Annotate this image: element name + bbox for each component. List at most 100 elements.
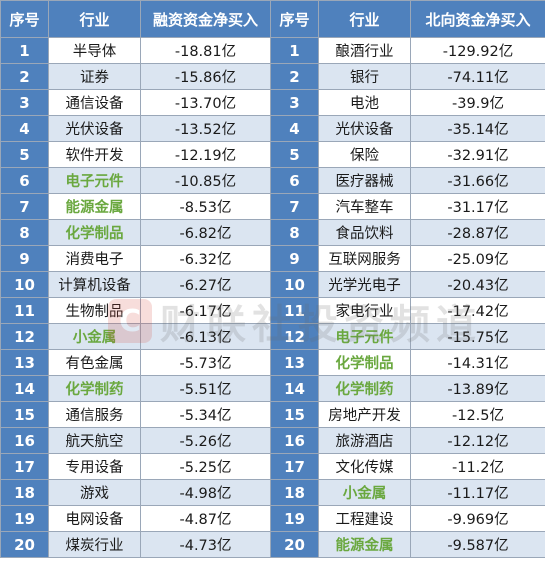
- industry-right: 能源金属: [318, 531, 411, 558]
- margin-net-buy-value: -18.81亿: [140, 37, 271, 64]
- row-index-left: 4: [0, 115, 49, 142]
- header-index-right: 序号: [270, 0, 319, 38]
- industry-right: 电池: [318, 89, 411, 116]
- margin-net-buy-value: -4.98亿: [140, 479, 271, 506]
- row-index-left: 11: [0, 297, 49, 324]
- industry-right: 旅游酒店: [318, 427, 411, 454]
- industry-left: 化学制药: [48, 375, 141, 402]
- row-index-left: 2: [0, 63, 49, 90]
- industry-left: 化学制品: [48, 219, 141, 246]
- table-row: 11 生物制品 -6.17亿 11 家电行业 -17.42亿: [0, 297, 545, 324]
- industry-left: 生物制品: [48, 297, 141, 324]
- industry-left: 计算机设备: [48, 271, 141, 298]
- table-row: 1 半导体 -18.81亿 1 酿酒行业 -129.92亿: [0, 37, 545, 64]
- industry-left: 航天航空: [48, 427, 141, 454]
- margin-net-buy-value: -6.82亿: [140, 219, 271, 246]
- row-index-right: 3: [270, 89, 319, 116]
- margin-net-buy-value: -6.32亿: [140, 245, 271, 272]
- margin-net-buy-value: -6.27亿: [140, 271, 271, 298]
- row-index-left: 10: [0, 271, 49, 298]
- row-index-left: 1: [0, 37, 49, 64]
- industry-right: 保险: [318, 141, 411, 168]
- table-row: 15 通信服务 -5.34亿 15 房地产开发 -12.5亿: [0, 401, 545, 428]
- industry-right: 小金属: [318, 479, 411, 506]
- table-row: 6 电子元件 -10.85亿 6 医疗器械 -31.66亿: [0, 167, 545, 194]
- row-index-left: 12: [0, 323, 49, 350]
- margin-net-buy-value: -5.73亿: [140, 349, 271, 376]
- table-row: 4 光伏设备 -13.52亿 4 光伏设备 -35.14亿: [0, 115, 545, 142]
- row-index-left: 5: [0, 141, 49, 168]
- northbound-net-buy-value: -17.42亿: [410, 297, 545, 324]
- row-index-right: 4: [270, 115, 319, 142]
- industry-left: 消费电子: [48, 245, 141, 272]
- industry-left: 半导体: [48, 37, 141, 64]
- northbound-net-buy-value: -31.66亿: [410, 167, 545, 194]
- industry-right: 食品饮料: [318, 219, 411, 246]
- row-index-right: 17: [270, 453, 319, 480]
- header-northbound-net-buy: 北向资金净买入: [410, 0, 545, 38]
- northbound-net-buy-value: -20.43亿: [410, 271, 545, 298]
- industry-right: 化学制药: [318, 375, 411, 402]
- row-index-left: 3: [0, 89, 49, 116]
- margin-net-buy-value: -8.53亿: [140, 193, 271, 220]
- industry-right: 汽车整车: [318, 193, 411, 220]
- industry-left: 有色金属: [48, 349, 141, 376]
- northbound-net-buy-value: -11.17亿: [410, 479, 545, 506]
- northbound-net-buy-value: -11.2亿: [410, 453, 545, 480]
- northbound-net-buy-value: -31.17亿: [410, 193, 545, 220]
- margin-net-buy-value: -10.85亿: [140, 167, 271, 194]
- northbound-net-buy-value: -9.587亿: [410, 531, 545, 558]
- table-row: 18 游戏 -4.98亿 18 小金属 -11.17亿: [0, 479, 545, 506]
- row-index-right: 12: [270, 323, 319, 350]
- margin-net-buy-value: -5.26亿: [140, 427, 271, 454]
- row-index-left: 9: [0, 245, 49, 272]
- industry-left: 煤炭行业: [48, 531, 141, 558]
- row-index-right: 5: [270, 141, 319, 168]
- table-row: 5 软件开发 -12.19亿 5 保险 -32.91亿: [0, 141, 545, 168]
- row-index-left: 17: [0, 453, 49, 480]
- industry-right: 银行: [318, 63, 411, 90]
- industry-left: 光伏设备: [48, 115, 141, 142]
- row-index-left: 15: [0, 401, 49, 428]
- row-index-right: 7: [270, 193, 319, 220]
- industry-right: 电子元件: [318, 323, 411, 350]
- row-index-right: 8: [270, 219, 319, 246]
- table-row: 7 能源金属 -8.53亿 7 汽车整车 -31.17亿: [0, 193, 545, 220]
- row-index-right: 15: [270, 401, 319, 428]
- northbound-net-buy-value: -74.11亿: [410, 63, 545, 90]
- margin-net-buy-value: -13.52亿: [140, 115, 271, 142]
- industry-right: 家电行业: [318, 297, 411, 324]
- northbound-net-buy-value: -13.89亿: [410, 375, 545, 402]
- row-index-right: 14: [270, 375, 319, 402]
- row-index-right: 16: [270, 427, 319, 454]
- row-index-right: 20: [270, 531, 319, 558]
- row-index-right: 11: [270, 297, 319, 324]
- table-row: 8 化学制品 -6.82亿 8 食品饮料 -28.87亿: [0, 219, 545, 246]
- industry-left: 游戏: [48, 479, 141, 506]
- industry-right: 光学光电子: [318, 271, 411, 298]
- industry-right: 工程建设: [318, 505, 411, 532]
- table-row: 20 煤炭行业 -4.73亿 20 能源金属 -9.587亿: [0, 531, 545, 558]
- table-row: 13 有色金属 -5.73亿 13 化学制品 -14.31亿: [0, 349, 545, 376]
- row-index-right: 9: [270, 245, 319, 272]
- row-index-left: 18: [0, 479, 49, 506]
- row-index-right: 1: [270, 37, 319, 64]
- industry-left: 能源金属: [48, 193, 141, 220]
- row-index-left: 13: [0, 349, 49, 376]
- industry-right: 光伏设备: [318, 115, 411, 142]
- table-row: 9 消费电子 -6.32亿 9 互联网服务 -25.09亿: [0, 245, 545, 272]
- row-index-left: 6: [0, 167, 49, 194]
- table-row: 2 证券 -15.86亿 2 银行 -74.11亿: [0, 63, 545, 90]
- industry-left: 专用设备: [48, 453, 141, 480]
- northbound-net-buy-value: -32.91亿: [410, 141, 545, 168]
- industry-right: 房地产开发: [318, 401, 411, 428]
- industry-right: 医疗器械: [318, 167, 411, 194]
- northbound-net-buy-value: -25.09亿: [410, 245, 545, 272]
- northbound-net-buy-value: -35.14亿: [410, 115, 545, 142]
- northbound-net-buy-value: -39.9亿: [410, 89, 545, 116]
- margin-net-buy-value: -15.86亿: [140, 63, 271, 90]
- header-industry-right: 行业: [318, 0, 411, 38]
- northbound-net-buy-value: -12.12亿: [410, 427, 545, 454]
- row-index-right: 13: [270, 349, 319, 376]
